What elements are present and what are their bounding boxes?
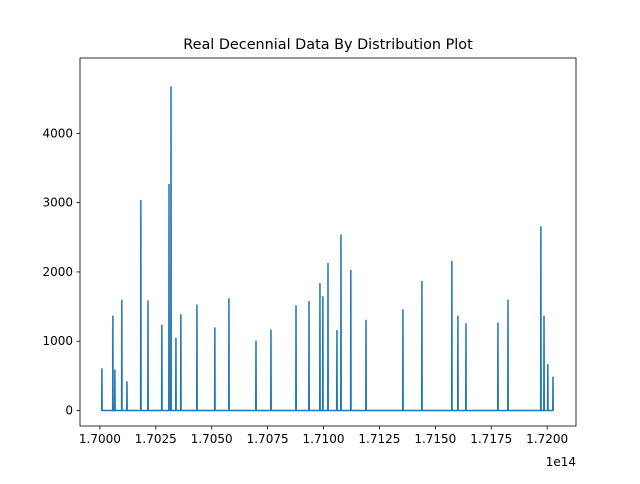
x-tick-label: 1.7125 bbox=[358, 432, 400, 446]
x-tick-label: 1.7025 bbox=[135, 432, 177, 446]
x-tick-label: 1.7175 bbox=[470, 432, 512, 446]
x-tick-label: 1.7075 bbox=[247, 432, 289, 446]
x-tick-label: 1.7150 bbox=[414, 432, 456, 446]
y-tick-label: 2000 bbox=[42, 265, 73, 279]
x-tick-label: 1.7000 bbox=[79, 432, 121, 446]
plot-frame bbox=[79, 57, 577, 427]
x-offset-label: 1e14 bbox=[546, 455, 576, 469]
y-tick-label: 4000 bbox=[42, 126, 73, 140]
chart-title: Real Decennial Data By Distribution Plot bbox=[183, 37, 473, 53]
x-tick-label: 1.7200 bbox=[526, 432, 568, 446]
y-tick-label: 0 bbox=[65, 404, 73, 418]
y-tick-label: 3000 bbox=[42, 196, 73, 210]
x-tick-label: 1.7050 bbox=[191, 432, 233, 446]
y-tick-label: 1000 bbox=[42, 334, 73, 348]
data-line bbox=[100, 86, 554, 412]
x-tick-label: 1.7100 bbox=[303, 432, 345, 446]
